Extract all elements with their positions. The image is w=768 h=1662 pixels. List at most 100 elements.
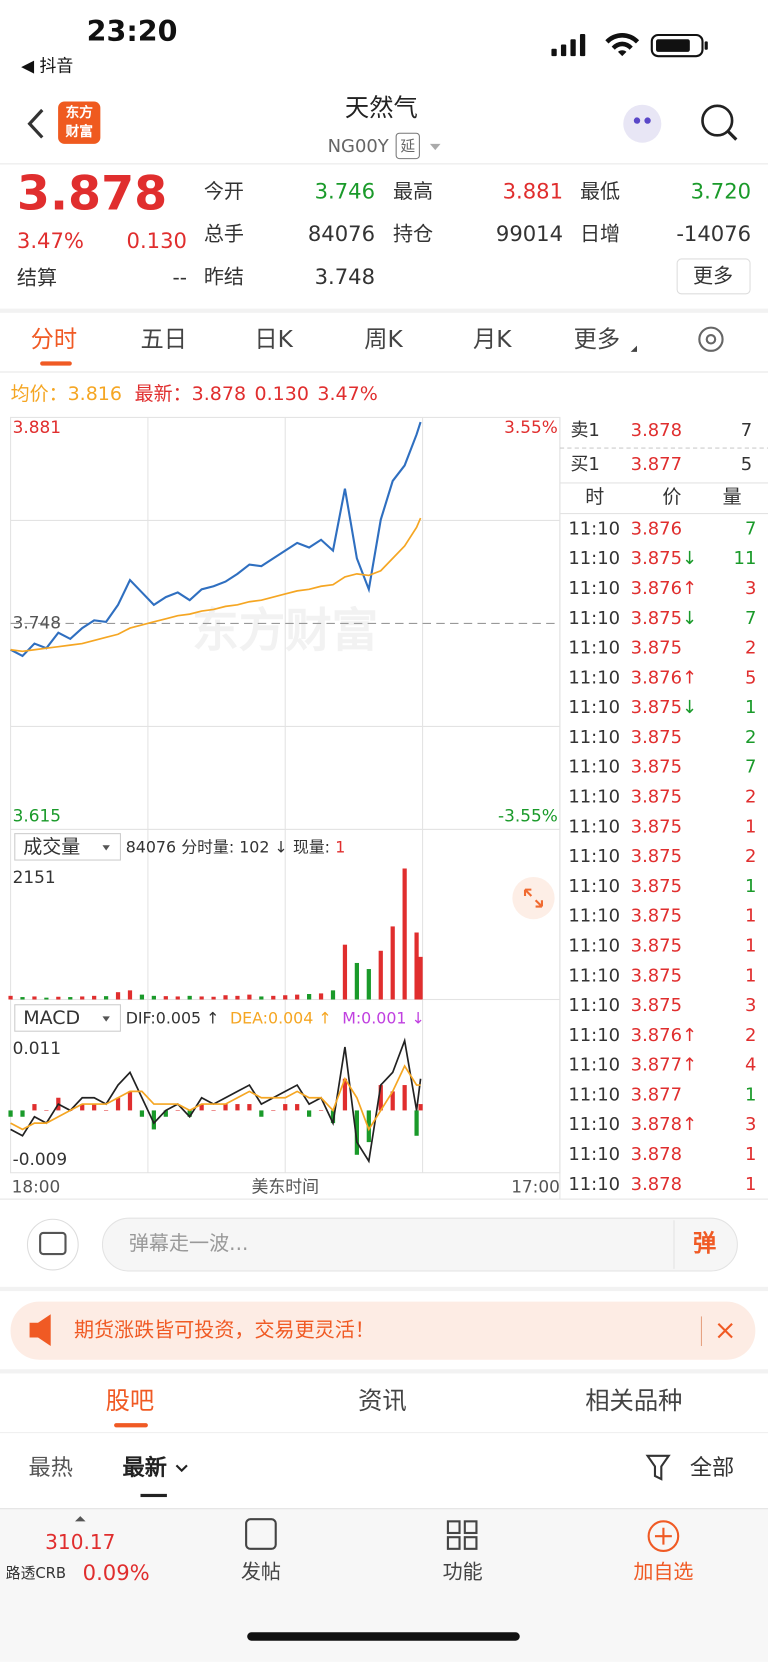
tick-time: 11:10 [568,906,620,927]
index-change[interactable]: 0.09% [83,1560,150,1585]
index-value[interactable]: 310.17 [45,1530,115,1554]
field-value: 3.748 [315,264,375,289]
y-tick-label: -0.009 [13,1149,67,1169]
volume-bar [211,996,216,1000]
x-tick-label: 17:00 [511,1177,560,1197]
chart-tab[interactable]: 月K [473,326,512,353]
banner-close[interactable] [717,1323,733,1339]
tick-time: 11:10 [568,638,620,659]
book-header: 时 [585,486,604,508]
indicator-name[interactable]: 成交量 [23,836,80,858]
chart-tab[interactable]: 五日 [141,326,187,353]
book-label: 买1 [570,454,599,475]
macd-bar [295,1104,300,1111]
macd-bar [211,1110,216,1111]
tick-price-value: 3.878 [631,1174,682,1195]
back-button[interactable] [27,108,44,139]
post-icon[interactable] [245,1518,277,1550]
more-label[interactable]: 更多 [693,263,733,287]
more-button[interactable] [676,258,751,295]
action-add-watch[interactable]: 加自选 [633,1560,693,1584]
tick-price: 3.875↓ [631,697,697,718]
volume-bar [80,996,85,1000]
back-app[interactable]: ◀ 抖音 [21,56,73,76]
volume-info-item: 84076 [126,837,176,856]
macd-bar [80,1104,85,1111]
filter-all[interactable]: 全部 [690,1455,734,1481]
volume-bar [318,993,324,1000]
tick-price: 3.875 [631,995,682,1016]
tick-time: 11:10 [568,846,620,867]
action-function[interactable]: 功能 [443,1560,483,1584]
volume-bar [127,990,133,1000]
tick-qty: 2 [745,846,756,867]
volume-bar [115,992,121,1000]
volume-bar [68,997,73,1000]
book-header: 量 [723,486,742,508]
macd-bar [115,1097,121,1111]
chart-tab[interactable]: 日K [254,326,293,353]
banner-text[interactable]: 期货涨跌皆可投资，交易更灵活！ [74,1318,375,1342]
robot-avatar[interactable] [623,104,662,143]
volume-bar [56,996,61,1000]
tab-indicator [40,361,72,366]
danmaku-button[interactable]: 弹 [693,1230,716,1257]
indicator-select[interactable] [14,833,121,861]
chart-tab[interactable]: 更多 [574,326,620,353]
tick-price-value: 3.876 [631,1025,682,1046]
tick-time: 11:10 [568,578,620,599]
indicator-select[interactable] [14,1004,121,1032]
tick-price: 3.878↑ [631,1114,697,1135]
filter-icon[interactable] [645,1454,671,1481]
macd-bar [330,1110,336,1124]
tick-direction: ↓ [682,608,697,629]
chart-info-latest: 3.878 [192,383,246,405]
community-tab[interactable]: 股吧 [106,1386,155,1415]
chart-tab[interactable]: 周K [364,326,403,353]
danmaku-settings[interactable] [26,1218,79,1271]
tab-dropdown[interactable] [630,345,638,352]
code-dropdown[interactable] [429,143,441,151]
indicator-name[interactable]: MACD [23,1007,80,1029]
y-tick-label: 0.011 [13,1038,61,1058]
y-tick-label: 2151 [13,867,56,887]
settings-button[interactable] [698,326,724,352]
search-button[interactable] [701,104,738,141]
expand-button[interactable] [512,876,555,920]
action-post[interactable]: 发帖 [241,1560,281,1584]
tick-time: 11:10 [568,1114,620,1135]
banner[interactable] [10,1301,756,1360]
volume-bar [306,994,312,1000]
index-name[interactable]: 路透CRB [6,1565,66,1582]
sort-latest[interactable]: 最新 [123,1454,167,1481]
tab-indicator [114,1423,148,1428]
community-tab[interactable]: 资讯 [358,1386,407,1415]
macd-bar [318,1110,324,1111]
macd-bar [139,1110,145,1117]
logo[interactable] [58,101,101,144]
tick-time: 11:10 [568,667,620,688]
book-price: 3.877 [631,454,682,475]
chart-tab[interactable]: 分时 [31,326,77,353]
sort-hot[interactable]: 最热 [29,1455,73,1481]
community-tab[interactable]: 相关品种 [585,1386,682,1415]
danmaku-input[interactable] [101,1217,738,1272]
badge-box [395,132,420,160]
tick-price: 3.875 [631,816,682,837]
delay-badge: 延 [400,138,415,155]
status-icons [551,32,708,58]
macd-bar [163,1110,168,1117]
divider [0,1286,768,1292]
add-watch-icon[interactable] [647,1520,680,1552]
macd-bar [342,1078,348,1111]
tick-price-value: 3.875 [631,638,682,659]
tick-price-value: 3.878 [631,1114,682,1135]
danmaku-placeholder[interactable]: 弹幕走一波... [129,1231,248,1255]
tick-price: 3.876 [631,518,682,539]
y-tick-label: 3.748 [13,612,61,632]
series-line [10,1064,421,1132]
function-icon[interactable] [446,1520,478,1550]
tick-qty: 2 [745,787,756,808]
volume-bar [354,962,359,1000]
